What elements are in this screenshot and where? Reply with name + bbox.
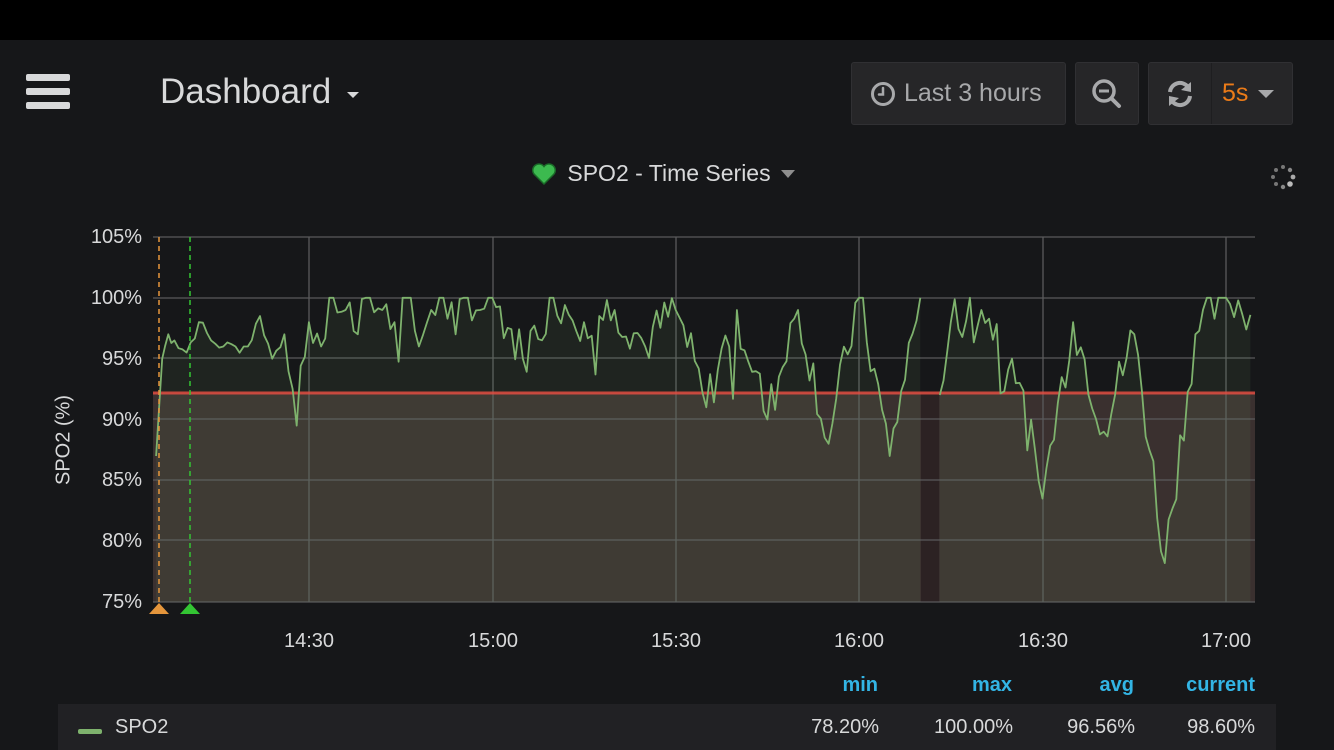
hamburger-menu-icon[interactable] [26, 74, 70, 110]
refresh-interval-value: 5s [1222, 79, 1249, 107]
panel-title: SPO2 - Time Series [567, 160, 771, 186]
time-range-button[interactable]: Last 3 hours [851, 62, 1066, 125]
y-tick-label: 85% [101, 469, 142, 491]
grid-lines [153, 236, 1255, 603]
x-tick-label: 16:00 [833, 630, 885, 652]
data-gap-region [921, 393, 939, 602]
legend-min-value: 78.20% [811, 716, 879, 738]
spo2-series-line[interactable] [155, 296, 1252, 564]
chevron-down-icon [780, 169, 795, 178]
y-tick-label: 95% [101, 348, 142, 370]
time-range-label: Last 3 hours [904, 79, 1042, 107]
series-area [156, 297, 1251, 602]
series-color-swatch[interactable] [78, 729, 102, 734]
annotation-marker-orange[interactable] [149, 603, 169, 614]
device-status-bar [0, 0, 1334, 40]
x-tick-label: 16:30 [1017, 630, 1069, 652]
legend-header-current[interactable]: current [1186, 674, 1255, 696]
y-tick-label: 90% [101, 409, 142, 431]
spinner-icon [1271, 165, 1296, 190]
refresh-interval-dropdown[interactable]: 5s [1212, 79, 1275, 108]
legend-header-min[interactable]: min [842, 674, 878, 696]
chevron-down-icon [1258, 89, 1275, 98]
y-tick-label: 105% [90, 226, 142, 248]
panel-title-menu[interactable]: SPO2 - Time Series [531, 160, 795, 187]
y-tick-label: 75% [101, 591, 142, 613]
zoom-out-button[interactable] [1075, 62, 1139, 125]
x-tick-label: 14:30 [283, 630, 335, 652]
legend-avg-value: 96.56% [1067, 716, 1135, 738]
legend-header-avg[interactable]: avg [1099, 674, 1134, 696]
refresh-button[interactable] [1149, 63, 1212, 124]
y-tick-label: 100% [90, 287, 142, 309]
chevron-down-icon [347, 92, 360, 98]
x-tick-label: 15:00 [467, 630, 519, 652]
panel-header: SPO2 - Time Series [0, 160, 1334, 187]
clock-icon [871, 81, 895, 106]
dashboard-picker[interactable]: Dashboard [160, 72, 360, 112]
x-tick-label: 17:00 [1200, 630, 1252, 652]
legend-series-row[interactable]: SPO2 78.20% 100.00% 96.56% 98.60% [58, 704, 1276, 750]
dashboard-title: Dashboard [160, 72, 332, 111]
x-tick-label: 15:30 [650, 630, 702, 652]
annotation-marker-green[interactable] [180, 603, 200, 614]
legend-header-max[interactable]: max [971, 674, 1012, 696]
refresh-picker[interactable]: 5s [1148, 62, 1293, 125]
threshold-fill-region [153, 393, 1255, 602]
refresh-icon [1168, 80, 1192, 107]
legend-max-value: 100.00% [934, 716, 1013, 738]
heart-icon [532, 162, 557, 185]
legend-series-name[interactable]: SPO2 [115, 716, 169, 738]
zoom-out-icon [1092, 78, 1121, 108]
y-tick-label: 80% [101, 530, 142, 552]
legend-current-value: 98.60% [1187, 716, 1255, 738]
